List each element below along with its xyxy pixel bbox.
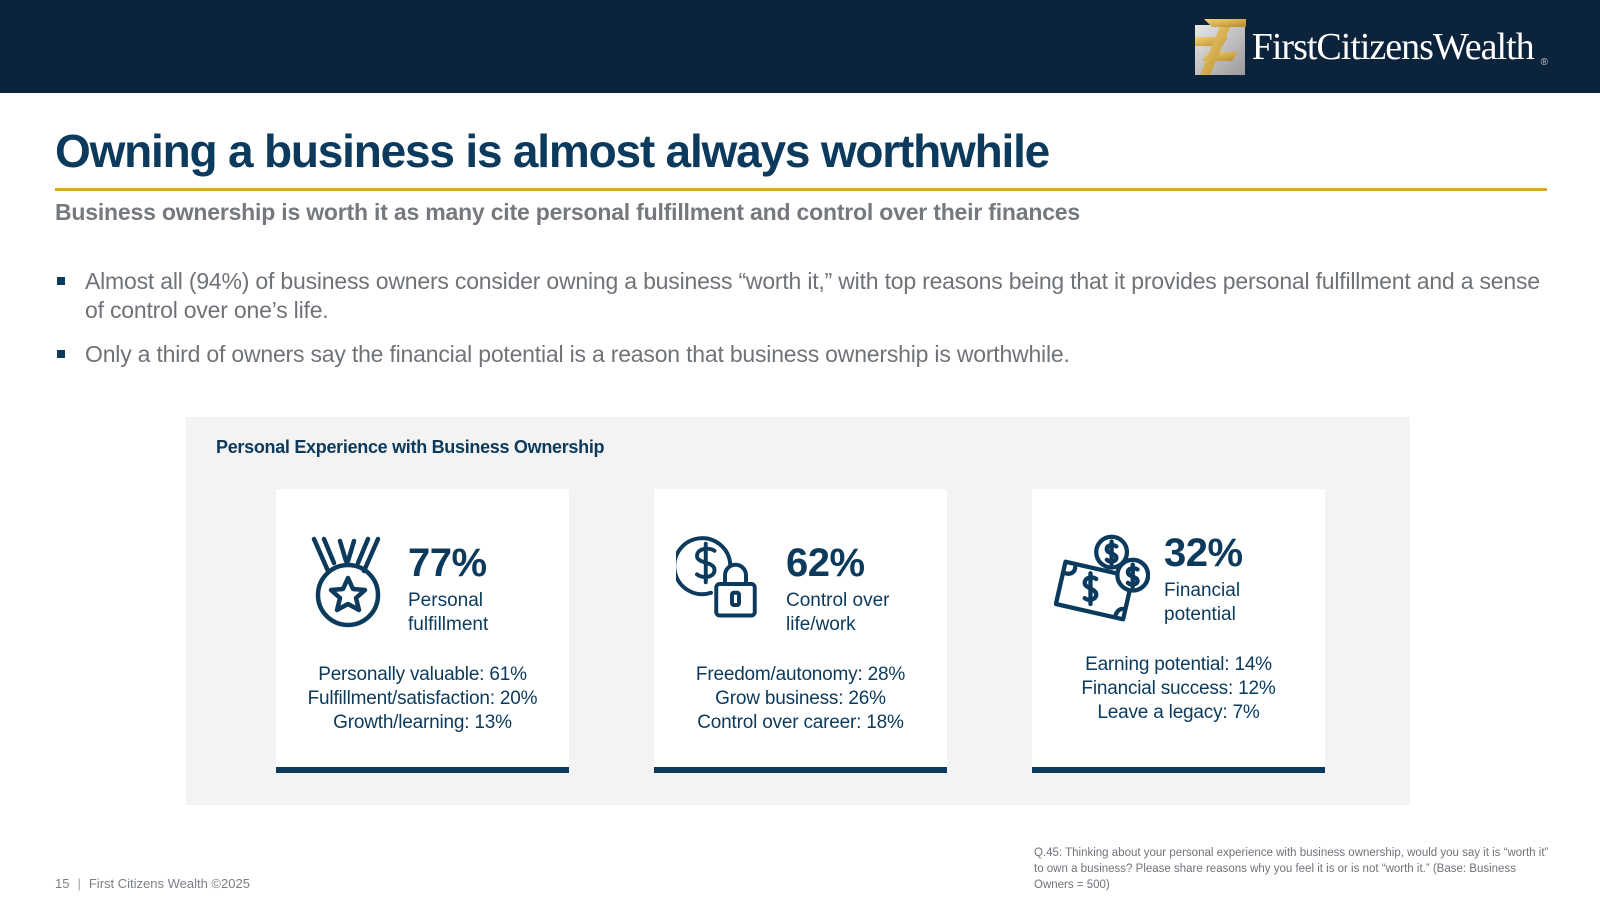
title-divider: [55, 188, 1547, 191]
card-label: Financial potential: [1164, 580, 1241, 625]
bullet-square-icon: [57, 277, 65, 285]
registered-mark: ®: [1540, 57, 1548, 68]
bullet-list: Almost all (94%) of business owners cons…: [55, 267, 1555, 384]
card-label: Control over life/work: [786, 590, 890, 635]
card-detail: Leave a legacy: 7%: [1097, 702, 1260, 723]
card-detail-list: Earning potential: 14% Financial success…: [1032, 653, 1325, 725]
card-detail: Growth/learning: 13%: [333, 712, 512, 733]
card-detail: Financial success: 12%: [1081, 678, 1276, 699]
card-detail: Earning potential: 14%: [1085, 654, 1272, 675]
card-detail-list: Personally valuable: 61% Fulfillment/sat…: [276, 663, 569, 735]
card-personal-fulfillment: 77% Personal fulfillment Personally valu…: [276, 489, 569, 773]
card-control: 62% Control over life/work Freedom/auton…: [654, 489, 947, 773]
card-detail: Fulfillment/satisfaction: 20%: [307, 688, 538, 709]
footer-separator: |: [77, 876, 81, 891]
card-detail: Grow business: 26%: [715, 688, 886, 709]
logo-mark-icon: [1194, 19, 1246, 75]
dollar-lock-icon: [676, 536, 757, 618]
page-number: 15: [55, 876, 70, 891]
header-bar: FirstCitizensWealth ®: [0, 0, 1600, 93]
brand-logo[interactable]: FirstCitizensWealth ®: [1194, 18, 1548, 76]
slide-subtitle: Business ownership is worth it as many c…: [55, 199, 1080, 225]
card-detail: Personally valuable: 61%: [318, 664, 527, 685]
card-detail: Control over career: 18%: [697, 712, 904, 733]
page-footer: 15 | First Citizens Wealth ©2025: [55, 876, 250, 891]
bullet-item: Almost all (94%) of business owners cons…: [55, 267, 1555, 325]
slide-title: Owning a business is almost always worth…: [55, 125, 1050, 177]
card-percent: 62%: [786, 541, 865, 585]
footer-copyright: First Citizens Wealth ©2025: [88, 876, 250, 891]
card-percent: 32%: [1164, 531, 1243, 575]
card-detail: Freedom/autonomy: 28%: [695, 664, 906, 685]
card-detail-list: Freedom/autonomy: 28% Grow business: 26%…: [654, 663, 947, 735]
bullet-text: Only a third of owners say the financial…: [85, 341, 1070, 367]
card-percent: 77%: [408, 541, 487, 585]
experience-panel: Personal Experience with Business Owners…: [186, 417, 1410, 805]
source-note: Q.45: Thinking about your personal exper…: [1034, 847, 1549, 891]
bullet-item: Only a third of owners say the financial…: [55, 340, 1555, 369]
card-financial-potential: 32% Financial potential Earning potentia…: [1032, 489, 1325, 773]
bullet-square-icon: [57, 350, 65, 358]
bullet-text: Almost all (94%) of business owners cons…: [85, 268, 1540, 323]
card-label: Personal fulfillment: [408, 590, 489, 635]
panel-title: Personal Experience with Business Owners…: [216, 437, 605, 457]
money-bills-icon: [1054, 534, 1150, 622]
logo-wordmark: FirstCitizensWealth: [1251, 26, 1535, 68]
medal-icon: [311, 536, 381, 628]
